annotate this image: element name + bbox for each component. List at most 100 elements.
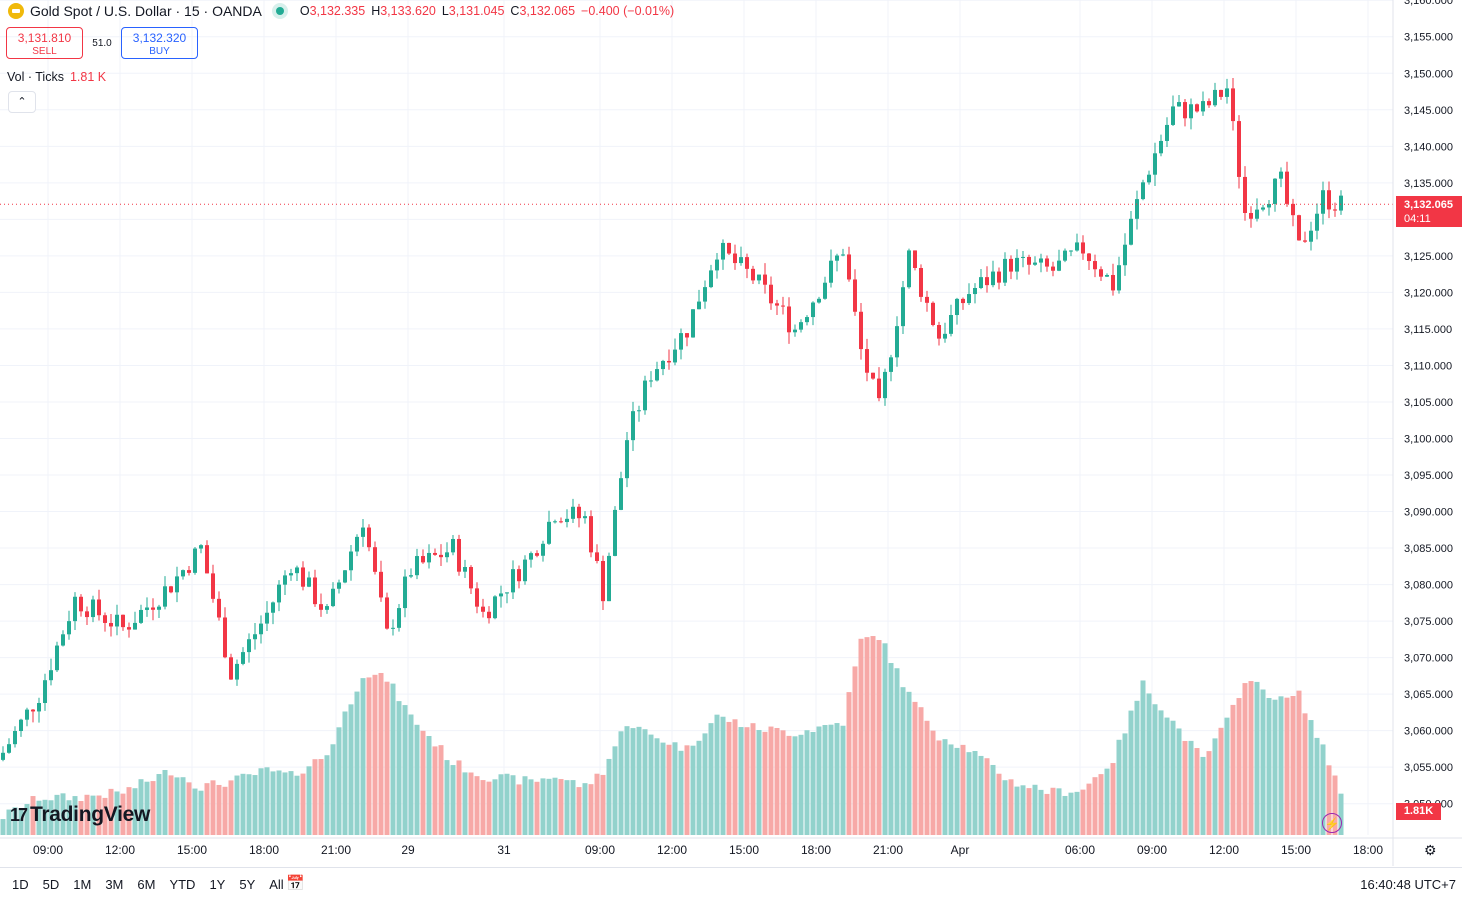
candle-body [457,538,461,572]
volume-bar [1122,733,1128,835]
time-tick-label: 09:00 [1137,843,1167,857]
candle-body [1195,104,1199,112]
volume-bar [870,636,876,835]
range-ytd[interactable]: YTD [169,877,196,892]
candle-body [61,634,65,646]
volume-bar [126,787,132,835]
volume-bar [120,793,126,835]
price-tick-label: 3,090.000 [1404,507,1453,519]
volume-bar [876,640,882,835]
volume-bar [684,745,690,835]
candle-body [1033,262,1037,265]
candle-body [1225,88,1229,97]
candle-body [667,360,671,363]
candle-body [835,255,839,261]
volume-bar [1008,779,1014,835]
volume-bar [840,725,846,835]
volume-legend[interactable]: Vol · Ticks 1.81 K [7,70,106,84]
volume-bar [564,780,570,835]
candle-body [301,567,305,587]
range-all[interactable]: All [269,877,284,892]
volume-bar [384,681,390,835]
candle-body [1159,140,1163,154]
candle-body [637,410,641,412]
tradingview-logo[interactable]: 17 TradingView [10,803,150,827]
range-3m[interactable]: 3M [105,877,124,892]
volume-bar [288,771,294,835]
volume-bar [1194,748,1200,835]
collapse-icon[interactable]: ⌃ [8,91,36,113]
candle-body [409,575,413,577]
candle-body [163,586,167,607]
candle-body [259,623,263,635]
volume-bar [336,727,342,835]
candle-body [73,596,77,622]
candle-body [7,744,11,753]
candle-body [1297,215,1301,241]
volume-bar [36,800,42,835]
bolt-icon[interactable]: ⚡ [1322,813,1342,833]
range-5d[interactable]: 5D [42,877,60,892]
clock[interactable]: 16:40:48 UTC+7 [1360,877,1456,892]
candle-body [139,609,143,623]
volume-bar [1062,795,1068,835]
range-6m[interactable]: 6M [137,877,156,892]
volume-bar [558,779,564,835]
price-tick-label: 3,125.000 [1404,251,1453,263]
sell-button[interactable]: 3,131.810 SELL [6,27,83,59]
volume-bar [360,678,366,835]
open-label: O [299,4,310,18]
volume-bar [1242,683,1248,835]
volume-bar [606,758,612,835]
candle-body [211,573,215,599]
symbol-title[interactable]: Gold Spot / U.S. Dollar · 15 · OANDA [30,3,262,19]
candle-body [943,333,947,339]
price-tick-label: 3,150.000 [1404,68,1453,80]
candle-body [1045,258,1049,267]
time-tick-label: 21:00 [873,843,903,857]
buy-button[interactable]: 3,132.320 BUY [121,27,198,59]
volume-bar [1338,793,1344,835]
time-tick-label: 18:00 [801,843,831,857]
settings-icon[interactable]: ⚙ [1424,842,1437,858]
range-5y[interactable]: 5Y [239,877,256,892]
tradingview-mark-icon: 17 [10,804,28,825]
range-1m[interactable]: 1M [73,877,92,892]
price-axis[interactable]: 3,160.000 3,155.000 3,150.000 3,145.000 3,14… [1392,0,1453,866]
volume-bar [666,744,672,835]
candle-body [1177,102,1181,107]
volume-bar [852,666,858,835]
volume-bar [0,819,6,835]
volume-bar [624,726,630,835]
last-price-tag: 3,132.065 04:11 [1396,196,1462,227]
volume-bar [762,731,768,835]
volume-bar [1248,681,1254,835]
candle-body [25,709,29,720]
candle-body [289,573,293,576]
volume-bars [0,636,1344,835]
candle-body [121,614,125,628]
gold-icon [8,3,24,19]
candle-body [127,627,131,630]
range-1y[interactable]: 1Y [209,877,226,892]
volume-bar [972,750,978,835]
candle-body [97,599,101,616]
candle-body [571,506,575,519]
range-1d[interactable]: 1D [12,877,29,892]
volume-bar [588,784,594,835]
calendar-icon[interactable]: 📅 [286,875,305,892]
volume-bar [1026,788,1032,835]
candle-body [223,617,227,658]
volume-bar [1002,780,1008,835]
candle-body [775,303,779,306]
volume-bar [516,784,522,835]
time-axis[interactable]: 09:00 12:00 15:00 18:00 21:00 29 31 09:00 12:00 1… [0,837,1462,857]
candle-body [247,639,251,653]
sell-label: SELL [32,46,57,57]
volume-bar [186,782,192,835]
candle-body [1291,203,1295,216]
volume-bar [348,704,354,835]
volume-bar [258,768,264,835]
candle-body [1171,106,1175,125]
